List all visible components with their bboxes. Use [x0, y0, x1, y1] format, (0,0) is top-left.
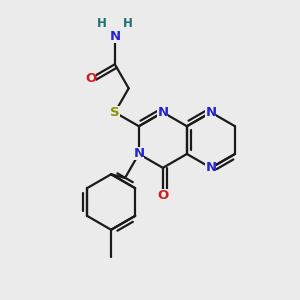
Text: O: O — [157, 189, 169, 202]
Text: N: N — [133, 148, 144, 160]
Text: N: N — [109, 30, 120, 43]
Text: H: H — [123, 17, 133, 30]
Text: N: N — [206, 106, 217, 119]
Text: N: N — [157, 106, 168, 119]
Text: N: N — [206, 161, 217, 174]
Text: S: S — [110, 106, 120, 119]
Text: O: O — [85, 72, 96, 85]
Text: H: H — [97, 17, 107, 30]
